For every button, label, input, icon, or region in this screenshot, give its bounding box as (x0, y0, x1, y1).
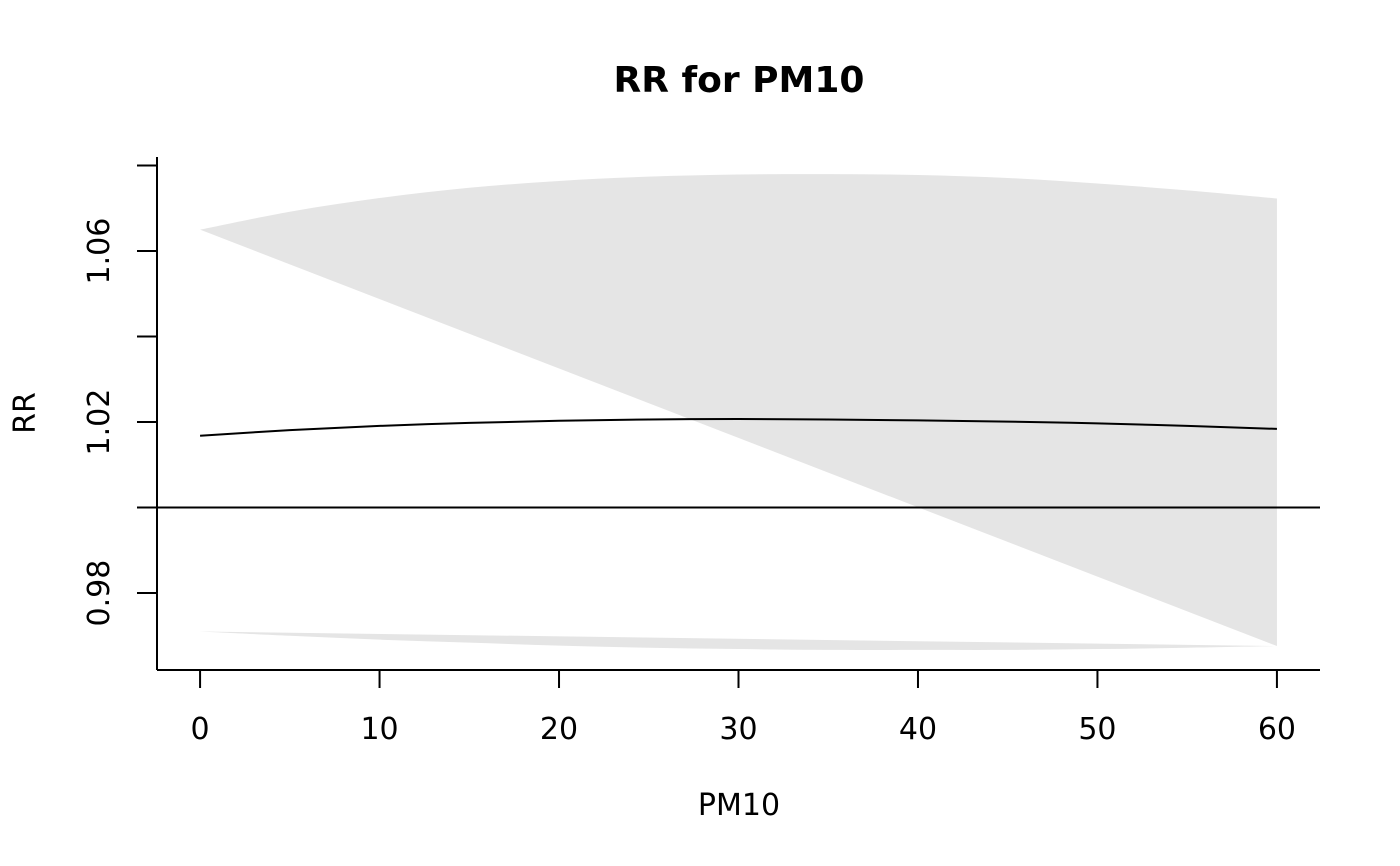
x-tick-label: 50 (1078, 712, 1116, 747)
x-tick-label: 10 (360, 712, 398, 747)
x-tick-label: 40 (899, 712, 937, 747)
x-tick-label: 0 (191, 712, 210, 747)
chart-title: RR for PM10 (614, 60, 865, 101)
y-tick-label: 1.02 (82, 389, 117, 456)
axes: 0 10 20 30 40 50 60 0.98 1.02 1.06 (82, 157, 1320, 747)
x-tick-label: 20 (540, 712, 578, 747)
y-axis-label: RR (8, 392, 43, 434)
plot-area (157, 174, 1320, 650)
rr-estimate-line (200, 418, 1277, 437)
x-tick-label: 30 (719, 712, 757, 747)
confidence-band (200, 174, 1277, 650)
y-tick-label: 0.98 (82, 560, 117, 627)
x-tick-label: 60 (1258, 712, 1296, 747)
x-axis-label: PM10 (698, 788, 780, 823)
y-tick-label: 1.06 (82, 218, 117, 285)
